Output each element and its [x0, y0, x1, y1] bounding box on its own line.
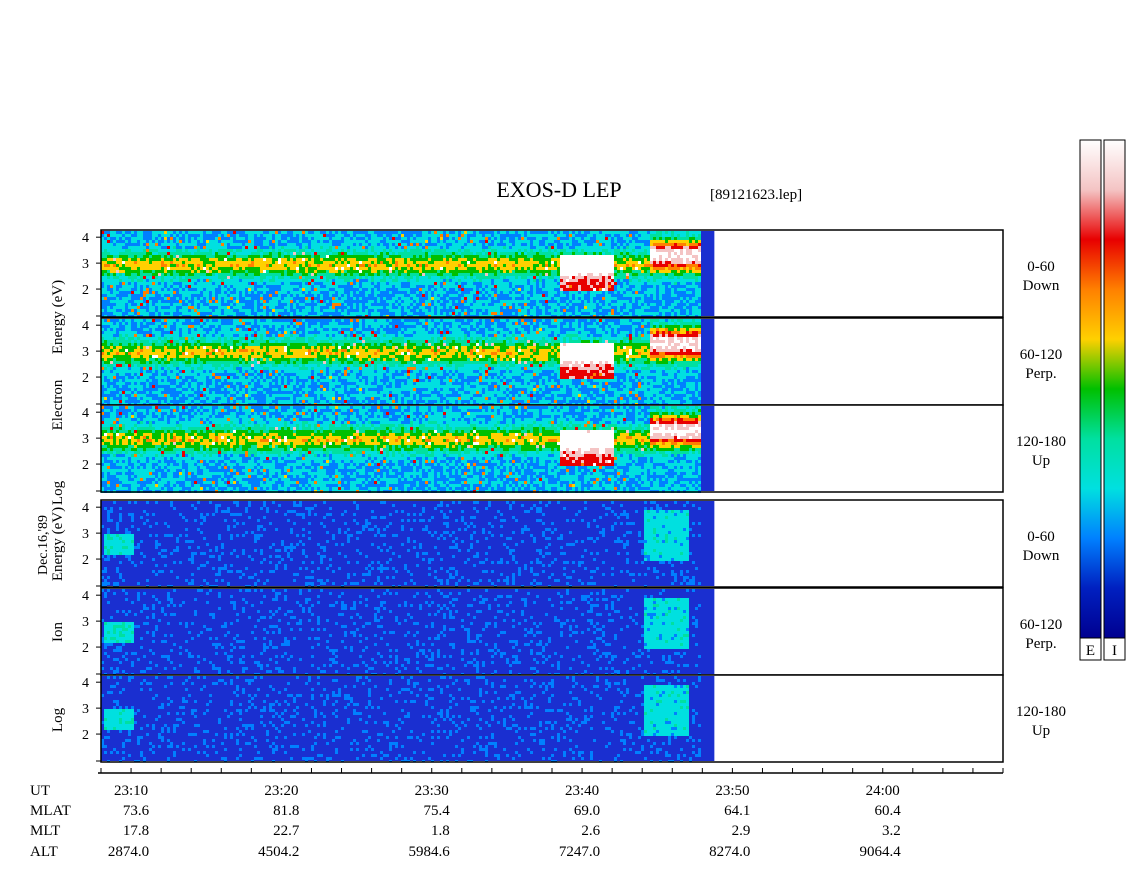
ephemeris-value: 5984.6	[408, 844, 450, 860]
y-tick-label: 2	[82, 458, 89, 473]
panel-direction-label: Down	[1023, 548, 1060, 564]
panel-angle-label: 60-120	[1020, 617, 1063, 633]
electron-panel: 4 3 2	[82, 404, 1004, 493]
colorbar	[1103, 139, 1126, 639]
y-axis-label-word: Ion	[50, 622, 66, 642]
colorbar	[1079, 139, 1102, 639]
ephemeris-value: 17.8	[123, 823, 149, 839]
y-tick-label: 4	[82, 589, 89, 604]
ephemeris-row-label: MLT	[30, 823, 60, 839]
date-label: Dec.16,'89	[36, 515, 51, 575]
x-tick-label: 23:10	[114, 783, 148, 799]
ephemeris-table: UT MLAT MLT ALT 73.6 17.8 2874.0 81.8 22.7 4504.2…	[30, 783, 901, 860]
spectrogram-cells	[101, 501, 701, 588]
y-tick-label: 4	[82, 231, 89, 246]
ephemeris-value: 69.0	[574, 803, 600, 819]
ephemeris-value: 81.8	[273, 803, 299, 819]
spectrogram-cells	[101, 231, 701, 318]
ephemeris-row-label: MLAT	[30, 803, 71, 819]
x-tick-label: 23:40	[565, 783, 599, 799]
panel-frame	[100, 404, 1004, 493]
panel-frame	[100, 229, 1004, 318]
y-tick-label: 2	[82, 728, 89, 743]
ephemeris-row-label: ALT	[30, 844, 58, 860]
spectrogram-cells	[101, 676, 701, 762]
ephemeris-value: 75.4	[423, 803, 450, 819]
y-tick-label: 4	[82, 319, 89, 334]
panel-direction-label: Perp.	[1025, 366, 1056, 382]
y-tick-label: 2	[82, 283, 89, 298]
panel-frame	[100, 499, 1004, 588]
y-tick-label: 4	[82, 676, 89, 691]
ion-panel: 4 3 2	[82, 499, 1004, 588]
ephemeris-value: 9064.4	[859, 844, 901, 860]
ephemeris-value: 2874.0	[108, 844, 149, 860]
y-tick-label: 3	[82, 432, 89, 447]
y-axis-label-word: Log	[50, 480, 66, 505]
y-tick-label: 3	[82, 615, 89, 630]
y-tick-label: 4	[82, 501, 89, 516]
panel-angle-label: 60-120	[1020, 347, 1063, 363]
time-axis: 23:10 23:20 23:30 23:40 23:50 24:00	[98, 768, 1004, 799]
spectrogram-cells	[101, 319, 701, 406]
y-axis-label-word: Electron	[50, 379, 66, 430]
y-axis-label-word: Energy (eV)	[50, 280, 66, 354]
panel-labels: 0-60 Down 60-120 Perp. 120-180 Up 0-60 Down 60-1…	[50, 259, 1066, 739]
spectrogram-panels: 4 3 2 4 3 2 4 3 2 4 3 2 4 3 2 4 3 2	[82, 229, 1004, 763]
spectrogram-cells	[101, 406, 701, 493]
panel-angle-label: 0-60	[1027, 529, 1055, 545]
ion-panel: 4 3 2	[82, 674, 1004, 763]
ephemeris-value: 7247.0	[559, 844, 600, 860]
y-tick-label: 4	[82, 406, 89, 421]
colorbar-label-box	[1079, 637, 1102, 661]
panel-direction-label: Perp.	[1025, 636, 1056, 652]
chart-title: EXOS-D LEP	[496, 177, 621, 202]
ephemeris-value: 73.6	[123, 803, 150, 819]
ephemeris-value: 2.6	[581, 823, 600, 839]
y-tick-label: 2	[82, 553, 89, 568]
panel-direction-label: Down	[1023, 278, 1060, 294]
y-tick-label: 2	[82, 641, 89, 656]
panel-direction-label: Up	[1032, 453, 1050, 469]
ion-panel: 4 3 2	[82, 587, 1004, 676]
colorbar-label: E	[1086, 643, 1095, 659]
panel-frame	[100, 674, 1004, 763]
x-tick-label: 23:20	[264, 783, 298, 799]
y-axis-label-word: Energy (eV)	[50, 507, 66, 581]
y-tick-label: 3	[82, 527, 89, 542]
panel-angle-label: 120-180	[1016, 704, 1066, 720]
panel-direction-label: Up	[1032, 723, 1050, 739]
y-tick-label: 3	[82, 345, 89, 360]
electron-panel: 4 3 2	[82, 229, 1004, 318]
ephemeris-row-label: UT	[30, 783, 50, 799]
y-tick-label: 3	[82, 702, 89, 717]
x-tick-label: 23:30	[415, 783, 449, 799]
panel-angle-label: 0-60	[1027, 259, 1055, 275]
ephemeris-value: 22.7	[273, 823, 300, 839]
y-axis-label-word: Log	[50, 707, 66, 732]
ephemeris-value: 60.4	[874, 803, 901, 819]
panel-angle-label: 120-180	[1016, 434, 1066, 450]
ephemeris-value: 3.2	[882, 823, 901, 839]
file-label: [89121623.lep]	[710, 187, 802, 203]
electron-panel: 4 3 2	[82, 317, 1004, 406]
x-tick-label: 23:50	[715, 783, 749, 799]
y-tick-label: 2	[82, 371, 89, 386]
ephemeris-value: 2.9	[732, 823, 751, 839]
x-tick-label: 24:00	[866, 783, 900, 799]
y-tick-label: 3	[82, 257, 89, 272]
ephemeris-value: 8274.0	[709, 844, 750, 860]
ephemeris-value: 4504.2	[258, 844, 299, 860]
ephemeris-value: 1.8	[431, 823, 450, 839]
ephemeris-value: 64.1	[724, 803, 750, 819]
colorbar-label: I	[1112, 643, 1117, 659]
colorbar-label-box	[1103, 637, 1126, 661]
